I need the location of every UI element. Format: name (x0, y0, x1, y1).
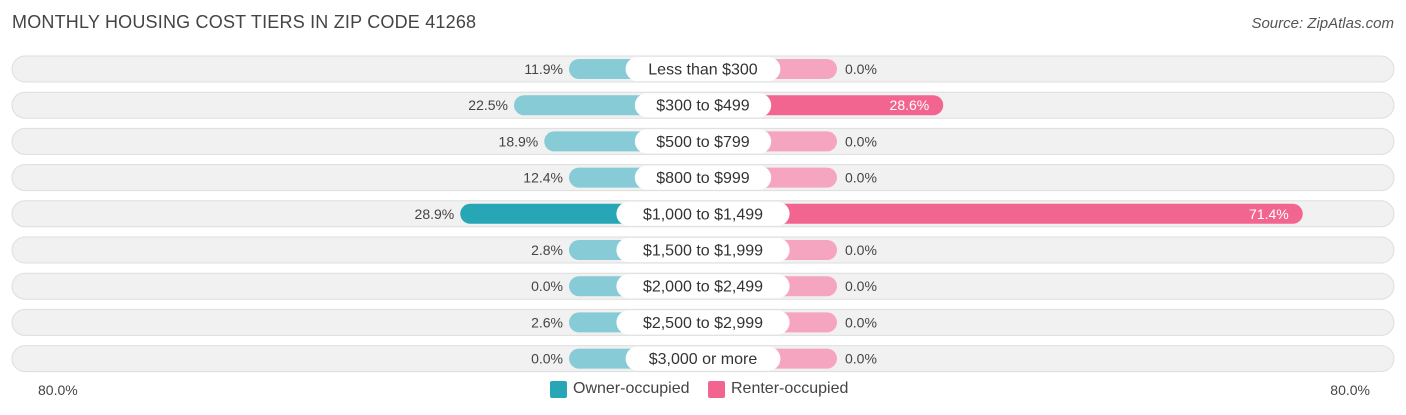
category-label: $3,000 or more (649, 351, 758, 368)
renter-swatch-icon (708, 380, 725, 398)
category-pill (625, 346, 781, 371)
legend-renter-label: Renter-occupied (731, 380, 849, 397)
legend-owner: Owner-occupied (550, 380, 690, 398)
category-pill (625, 57, 781, 81)
renter-value-label: 28.6% (890, 97, 930, 113)
renter-value-label: 0.0% (845, 133, 877, 149)
owner-value-label: 2.8% (531, 242, 563, 258)
category-pill (634, 129, 772, 154)
owner-value-label: 12.4% (523, 170, 563, 186)
axis-min-label: 80.0% (38, 382, 78, 398)
category-label: $1,000 to $1,499 (643, 206, 763, 223)
category-label: $1,500 to $1,999 (643, 243, 763, 260)
chart-title: MONTHLY HOUSING COST TIERS IN ZIP CODE 4… (12, 12, 477, 32)
owner-value-label: 22.5% (468, 97, 508, 113)
category-label: $500 to $799 (656, 134, 750, 151)
category-label: Less than $300 (648, 62, 758, 79)
owner-value-label: 0.0% (531, 278, 563, 294)
renter-value-label: 0.0% (845, 314, 877, 330)
chart-canvas: Less than $300 11.9% 0.0% $300 to $499 22.5%… (11, 55, 1395, 373)
owner-value-label: 28.9% (415, 206, 455, 222)
category-label: $2,000 to $2,499 (643, 279, 763, 296)
category-pill (616, 201, 790, 226)
chart-source: Source: ZipAtlas.com (1251, 15, 1394, 32)
category-pill (616, 238, 790, 262)
owner-value-label: 0.0% (531, 351, 563, 367)
legend: Owner-occupied Renter-occupied (0, 380, 1406, 402)
renter-value-label: 71.4% (1249, 206, 1289, 222)
category-pill (634, 165, 772, 190)
owner-swatch-icon (550, 380, 567, 398)
renter-bar (703, 203, 1303, 224)
renter-value-label: 0.0% (845, 351, 877, 367)
legend-owner-label: Owner-occupied (573, 380, 690, 397)
renter-value-label: 0.0% (845, 278, 877, 294)
category-label: $800 to $999 (656, 170, 750, 187)
category-label: $2,500 to $2,999 (643, 315, 763, 332)
category-pill (616, 274, 790, 299)
owner-value-label: 2.6% (531, 314, 563, 330)
category-pill (634, 93, 772, 118)
category-label: $300 to $499 (656, 98, 750, 115)
legend-renter: Renter-occupied (708, 380, 848, 398)
renter-value-label: 0.0% (845, 61, 877, 77)
owner-value-label: 18.9% (499, 133, 539, 149)
category-pill (616, 310, 790, 335)
renter-value-label: 0.0% (845, 170, 877, 186)
owner-value-label: 11.9% (524, 61, 563, 77)
renter-value-label: 0.0% (845, 242, 877, 258)
axis-max-label: 80.0% (1330, 382, 1370, 398)
